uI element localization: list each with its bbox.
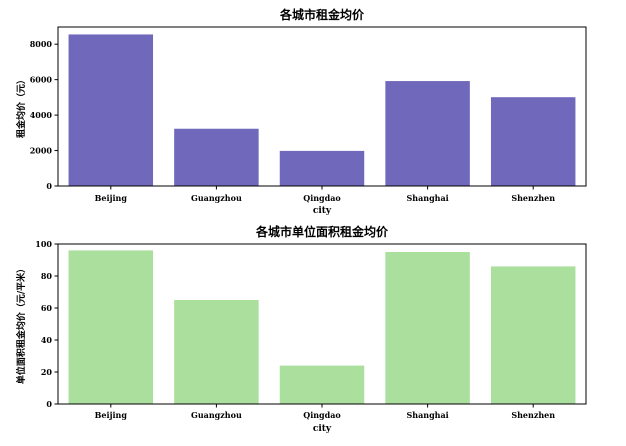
bar-shanghai [385,252,470,404]
y-tick-label: 0 [46,399,52,409]
y-tick-label: 20 [41,367,53,377]
x-tick-label-guangzhou: Guangzhou [191,410,242,420]
chart-title: 各城市租金均价 [279,7,365,22]
bar-shanghai [385,81,470,186]
y-tick-label: 4000 [30,110,53,120]
bar-guangzhou [174,128,259,186]
y-tick-label: 100 [35,239,52,249]
x-tick-label-beijing: Beijing [95,193,128,203]
chart-2: 0 20 40 60 80 100 Beijing Guangzhou Qingdao Shang… [15,224,587,434]
y-tick-label: 8000 [30,39,53,49]
y-axis-label: 租金均价（元） [15,75,27,138]
y-tick-label: 40 [41,335,53,345]
bar-guangzhou [174,300,259,404]
y-tick-label: 0 [46,181,52,191]
y-tick-label: 2000 [30,146,53,156]
bar-beijing [68,250,154,404]
x-tick-label-shanghai: Shanghai [406,193,448,203]
bar-qingdao [279,150,365,186]
x-tick-label-beijing: Beijing [95,410,128,420]
y-tick-label: 80 [41,271,53,281]
y-tick-label: 6000 [30,75,53,85]
bar-qingdao [279,365,365,404]
x-axis-label: city [313,206,332,216]
y-axis-label: 单位面积租金均价（元/平米） [15,264,27,384]
x-tick-label-qingdao: Qingdao [303,410,341,420]
y-tick-label: 60 [41,303,53,313]
x-tick-label-shanghai: Shanghai [406,410,448,420]
x-tick-label-qingdao: Qingdao [303,193,341,203]
bar-shenzhen [490,97,576,186]
chart-title: 各城市单位面积租金均价 [255,224,389,239]
bar-shenzhen [490,266,576,404]
chart-1: 0 2000 4000 6000 8000 Beijing Guangzhou Qingdao… [15,7,587,216]
x-tick-label-guangzhou: Guangzhou [191,193,242,203]
x-tick-label-shenzhen: Shenzhen [511,193,555,203]
bar-beijing [68,34,154,186]
x-axis-label: city [313,424,332,434]
x-tick-label-shenzhen: Shenzhen [511,410,555,420]
